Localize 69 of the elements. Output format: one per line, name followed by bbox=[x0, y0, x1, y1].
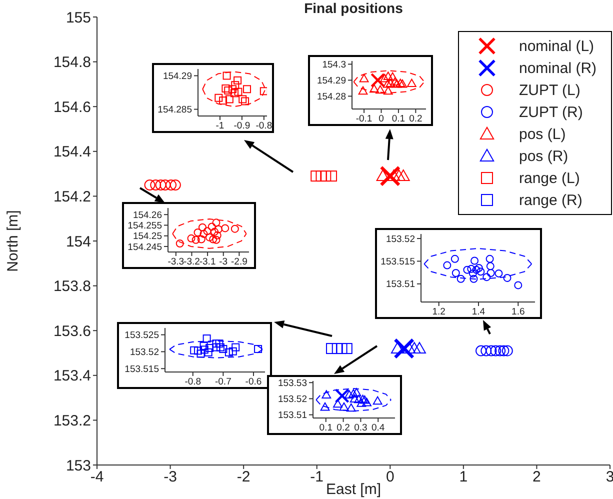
y-axis-title: North [m] bbox=[4, 210, 22, 272]
x-tick-label: 0 bbox=[386, 468, 394, 486]
y-tick-label: 154.255 bbox=[128, 220, 162, 232]
y-tick-label: 153.51 bbox=[386, 279, 415, 290]
legend-label: range (L) bbox=[519, 170, 580, 186]
x-tick-label: -3 bbox=[164, 468, 177, 486]
legend-label: nominal (L) bbox=[519, 38, 594, 54]
x-tick-label: 1.4 bbox=[472, 306, 486, 318]
x-tick-label: -4 bbox=[90, 468, 104, 486]
chart-title: Final positions bbox=[303, 0, 404, 16]
x-tick-label: 1 bbox=[459, 468, 468, 486]
y-tick-label: 154.8 bbox=[53, 54, 91, 72]
y-tick-label: 153.515 bbox=[124, 364, 159, 375]
y-tick-label: 153.52 bbox=[130, 347, 159, 358]
y-tick-label: 154.2 bbox=[53, 188, 91, 206]
x-tick-label: -2 bbox=[236, 468, 250, 486]
x-tick-label: 2 bbox=[532, 468, 541, 486]
y-tick-label: 154.245 bbox=[128, 242, 162, 253]
legend-label: ZUPT (L) bbox=[519, 82, 580, 98]
x-tick-label: -3 bbox=[219, 256, 228, 268]
x-tick-label: -1 bbox=[216, 120, 224, 132]
x-tick-label: 0 bbox=[378, 114, 384, 125]
x-tick-label: -0.8 bbox=[256, 120, 272, 132]
x-tick-label: -3.3 bbox=[168, 256, 184, 268]
y-tick-label: 153 bbox=[66, 457, 91, 474]
legend-label: nominal (R) bbox=[519, 60, 597, 76]
x-tick-label: -0.8 bbox=[184, 376, 202, 388]
x-tick-label: 1.2 bbox=[432, 306, 446, 318]
x-tick-label: -3.2 bbox=[184, 256, 200, 268]
y-tick-label: 154 bbox=[66, 233, 91, 250]
x-tick-label: 1.6 bbox=[512, 306, 525, 318]
y-tick-label: 153.4 bbox=[53, 368, 91, 385]
y-tick-label: 154.285 bbox=[158, 104, 192, 116]
x-tick-label: 0.1 bbox=[319, 422, 332, 434]
x-tick-label: 0.4 bbox=[372, 422, 385, 434]
y-tick-label: 153.2 bbox=[53, 412, 91, 430]
x-tick-label: -0.7 bbox=[214, 376, 232, 388]
y-tick-label: 154.3 bbox=[322, 60, 346, 71]
y-tick-label: 155 bbox=[66, 9, 91, 26]
x-tick-label: 0.3 bbox=[354, 422, 368, 434]
y-tick-label: 153.515 bbox=[380, 256, 415, 268]
x-tick-label: -2.9 bbox=[231, 256, 248, 268]
y-tick-label: 154.4 bbox=[53, 144, 91, 161]
y-tick-label: 153.525 bbox=[124, 330, 159, 342]
legend-label: pos (R) bbox=[519, 148, 568, 164]
x-tick-label: -3.1 bbox=[199, 256, 216, 268]
y-tick-label: 153.52 bbox=[386, 234, 415, 245]
y-tick-label: 154.25 bbox=[132, 231, 162, 242]
y-tick-label: 153.8 bbox=[53, 278, 91, 296]
legend-label: range (R) bbox=[519, 192, 582, 208]
legend-label: ZUPT (R) bbox=[519, 104, 583, 120]
y-tick-label: 154.29 bbox=[162, 71, 192, 82]
x-tick-label: -0.9 bbox=[234, 120, 250, 132]
x-axis-title: East [m] bbox=[326, 481, 382, 498]
y-tick-label: 153.52 bbox=[278, 394, 307, 406]
y-tick-label: 153.53 bbox=[278, 378, 307, 389]
x-tick-label: -0.6 bbox=[245, 376, 262, 388]
x-tick-label: 0.2 bbox=[409, 114, 422, 125]
y-tick-label: 154.6 bbox=[53, 98, 91, 116]
x-tick-label: 0.1 bbox=[392, 114, 406, 125]
y-tick-label: 154.29 bbox=[316, 76, 346, 87]
y-tick-label: 154.28 bbox=[316, 92, 346, 103]
y-tick-label: 153.6 bbox=[53, 322, 91, 340]
legend-label: pos (L) bbox=[519, 126, 566, 142]
y-tick-label: 153.51 bbox=[278, 410, 307, 422]
x-tick-label: 0.2 bbox=[336, 422, 350, 434]
y-tick-label: 154.26 bbox=[132, 210, 162, 221]
x-tick-label: -0.1 bbox=[356, 114, 372, 125]
x-tick-label: -1 bbox=[310, 468, 324, 486]
